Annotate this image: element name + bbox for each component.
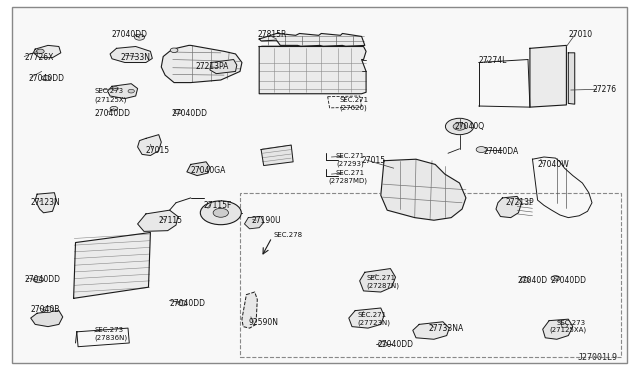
Text: (27287N): (27287N) [367,282,400,289]
Polygon shape [138,210,178,231]
Text: SEC.271: SEC.271 [336,170,365,176]
Text: 27815R: 27815R [258,31,287,39]
Polygon shape [33,45,61,58]
Polygon shape [108,84,138,99]
Circle shape [43,307,53,312]
Circle shape [476,147,486,153]
Text: SEC.271: SEC.271 [339,97,369,103]
Text: 27040GA: 27040GA [191,166,226,174]
Circle shape [110,106,118,111]
Polygon shape [259,46,366,94]
Circle shape [170,48,178,52]
Text: SEC.273: SEC.273 [95,327,124,333]
Text: 27040B: 27040B [31,305,60,314]
Text: (27293): (27293) [336,160,364,167]
Text: (27125X): (27125X) [95,96,127,103]
Text: 27015: 27015 [362,156,386,165]
Text: 27040D: 27040D [517,276,547,285]
Text: 27276: 27276 [593,85,617,94]
Text: (27836N): (27836N) [95,334,128,341]
Polygon shape [74,232,150,298]
Text: 27010: 27010 [568,31,593,39]
Polygon shape [244,217,264,229]
Circle shape [42,76,51,81]
Text: 27040W: 27040W [538,160,570,169]
Text: 27040DD: 27040DD [172,109,207,118]
Polygon shape [242,292,257,328]
Polygon shape [31,311,63,327]
Text: 27115F: 27115F [204,201,232,210]
Circle shape [551,276,560,281]
Polygon shape [210,60,237,74]
Circle shape [200,201,241,225]
Polygon shape [360,269,396,292]
Polygon shape [161,45,242,83]
Text: 27040DD: 27040DD [378,340,413,349]
Polygon shape [259,33,365,46]
Text: SEC.273: SEC.273 [557,320,586,326]
Circle shape [445,118,474,135]
Circle shape [128,89,134,93]
Circle shape [33,277,44,283]
Text: 27040DD: 27040DD [170,299,205,308]
Text: SEC.271: SEC.271 [336,153,365,159]
Text: 27123N: 27123N [31,198,60,207]
Polygon shape [187,162,210,176]
Circle shape [520,277,529,282]
Polygon shape [543,319,573,339]
Polygon shape [530,45,566,107]
Text: SEC.271: SEC.271 [357,312,387,318]
Text: 27213PA: 27213PA [195,62,228,71]
Text: 27274L: 27274L [479,56,507,65]
Circle shape [36,49,44,54]
Polygon shape [138,135,161,155]
Text: SEC.271: SEC.271 [367,275,396,281]
Polygon shape [110,46,152,62]
Circle shape [453,123,466,130]
Text: (27620): (27620) [339,105,367,111]
Text: 27040DD: 27040DD [112,30,148,39]
Polygon shape [413,322,449,339]
Text: 27115: 27115 [159,216,183,225]
Text: 27040DD: 27040DD [24,275,60,284]
Text: (27287MD): (27287MD) [328,177,367,184]
Circle shape [134,34,145,40]
Text: (27125XA): (27125XA) [549,327,586,333]
Text: 27040Q: 27040Q [454,122,484,131]
Circle shape [561,324,568,327]
Text: 27733N: 27733N [120,53,150,62]
Text: 27040DD: 27040DD [95,109,131,118]
Text: 27190U: 27190U [252,216,281,225]
Circle shape [174,109,182,114]
Text: SEC.273: SEC.273 [95,88,124,94]
Polygon shape [496,196,522,218]
Circle shape [112,87,118,90]
Text: J27001L9: J27001L9 [578,353,618,362]
Polygon shape [381,159,466,220]
Text: (27723N): (27723N) [357,319,390,326]
Circle shape [378,341,387,347]
Circle shape [178,301,187,306]
Text: 92590N: 92590N [248,318,278,327]
Text: 27040DD: 27040DD [550,276,586,285]
Bar [240,193,621,357]
Text: 27733NA: 27733NA [429,324,464,333]
Polygon shape [261,145,293,166]
Polygon shape [35,193,56,213]
Text: 27040DD: 27040DD [29,74,65,83]
Polygon shape [349,308,384,328]
Text: 27213P: 27213P [506,198,534,207]
Text: 27726X: 27726X [24,53,54,62]
Text: 27015: 27015 [146,146,170,155]
Text: 27040DA: 27040DA [483,147,518,156]
Circle shape [213,208,228,217]
Text: SEC.278: SEC.278 [274,232,303,238]
Polygon shape [568,53,575,104]
